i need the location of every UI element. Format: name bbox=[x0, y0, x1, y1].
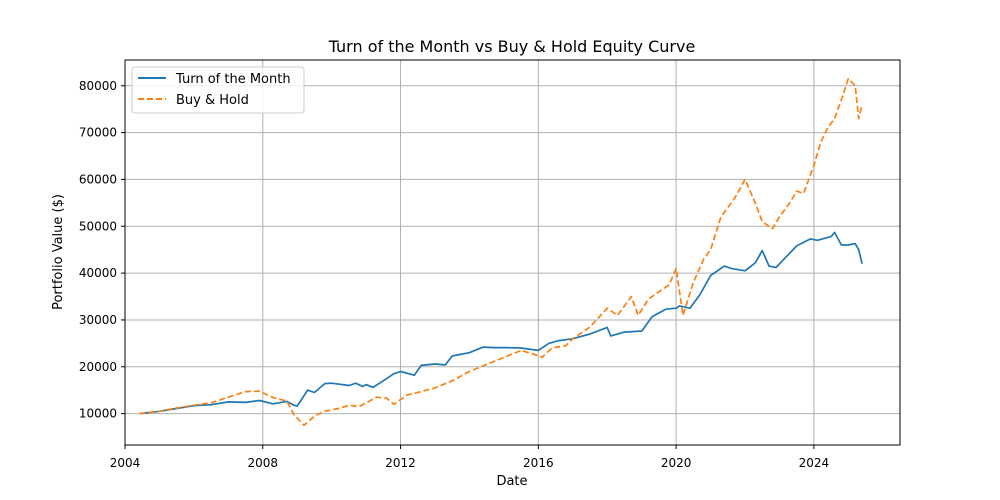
y-tick-label: 60000 bbox=[79, 172, 117, 186]
x-tick-label: 2008 bbox=[248, 456, 279, 470]
y-tick-label: 50000 bbox=[79, 219, 117, 233]
legend-box bbox=[131, 66, 305, 114]
grid bbox=[124, 60, 900, 445]
legend: Turn of the Month Buy & Hold bbox=[131, 66, 305, 114]
legend-label-buy-and-hold: Buy & Hold bbox=[176, 93, 249, 108]
x-axis-label: Date bbox=[496, 474, 527, 489]
legend-label-turn-of-the-month: Turn of the Month bbox=[175, 72, 291, 87]
x-tick-label: 2004 bbox=[110, 456, 141, 470]
y-tick-label: 40000 bbox=[79, 266, 117, 280]
chart-title: Turn of the Month vs Buy & Hold Equity C… bbox=[328, 37, 696, 56]
series-line-buy-and-hold bbox=[139, 77, 863, 427]
x-tick-label: 2012 bbox=[385, 456, 416, 470]
y-tick-label: 10000 bbox=[79, 407, 117, 421]
y-tick-label: 70000 bbox=[79, 126, 117, 140]
y-tick-label: 80000 bbox=[79, 79, 117, 93]
x-axis-ticks: 2004 2008 2012 2016 2020 2024 bbox=[110, 445, 829, 470]
x-tick-label: 2016 bbox=[523, 456, 554, 470]
y-axis-label: Portfolio Value ($) bbox=[51, 194, 66, 310]
x-tick-label: 2024 bbox=[799, 456, 830, 470]
y-tick-label: 30000 bbox=[79, 313, 117, 327]
y-tick-label: 20000 bbox=[79, 360, 117, 374]
plot-frame bbox=[124, 59, 901, 446]
series-line-turn-of-the-month bbox=[139, 231, 863, 415]
y-axis-ticks: 10000 20000 30000 40000 50000 60000 70000 80000 bbox=[79, 79, 125, 421]
x-tick-label: 2020 bbox=[661, 456, 692, 470]
series-layer bbox=[139, 77, 863, 427]
